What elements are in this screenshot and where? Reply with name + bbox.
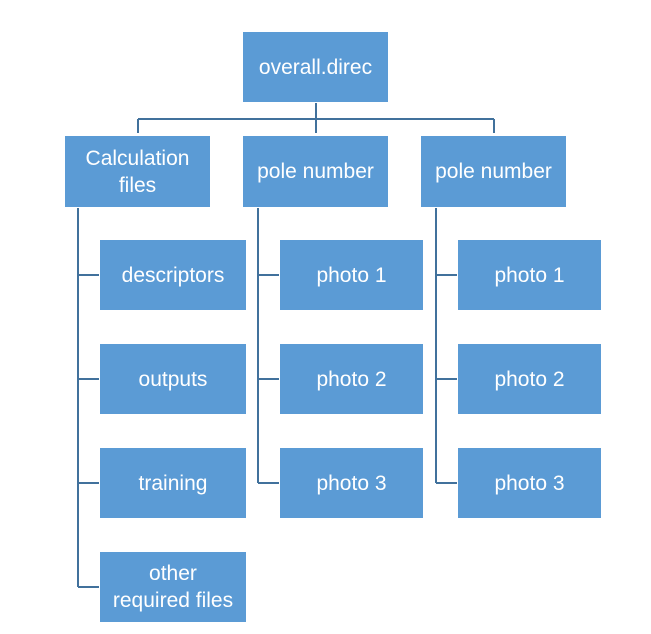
branch-node-pole-number: pole number — [242, 135, 389, 208]
leaf-node-photo-3: photo 3 — [279, 447, 424, 519]
branch-1-connector — [77, 207, 99, 588]
leaf-node-outputs: outputs — [99, 343, 247, 415]
branch-2-connector — [257, 207, 279, 484]
leaf-label: photo 3 — [316, 471, 387, 495]
leaf-label: outputs — [138, 367, 208, 391]
branch-label: Calculation files — [85, 146, 190, 197]
leaf-node-photo-2: photo 2 — [279, 343, 424, 415]
branch-3-connector — [435, 207, 457, 484]
root-node: overall.direc — [242, 31, 389, 103]
leaf-label: training — [138, 471, 208, 495]
leaf-label: descriptors — [121, 263, 225, 287]
leaf-label: photo 1 — [494, 263, 565, 287]
leaf-node-photo-2: photo 2 — [457, 343, 602, 415]
leaf-label: photo 3 — [494, 471, 565, 495]
leaf-label: photo 2 — [494, 367, 565, 391]
leaf-label: photo 2 — [316, 367, 387, 391]
root-label: overall.direc — [258, 55, 373, 79]
leaf-node-photo-3: photo 3 — [457, 447, 602, 519]
root-connector — [137, 101, 495, 133]
branch-label: pole number — [435, 160, 552, 183]
branch-label: pole number — [257, 160, 374, 183]
leaf-node-photo-1: photo 1 — [457, 239, 602, 311]
leaf-node-training: training — [99, 447, 247, 519]
leaf-node-photo-1: photo 1 — [279, 239, 424, 311]
branch-node-pole-number: pole number — [420, 135, 567, 208]
leaf-node-other-required-files: other required files — [99, 551, 247, 623]
branch-node-calculation-files: Calculation files — [64, 135, 211, 208]
leaf-label: photo 1 — [316, 263, 387, 287]
leaf-node-descriptors: descriptors — [99, 239, 247, 311]
leaf-label: other required files — [112, 562, 234, 612]
